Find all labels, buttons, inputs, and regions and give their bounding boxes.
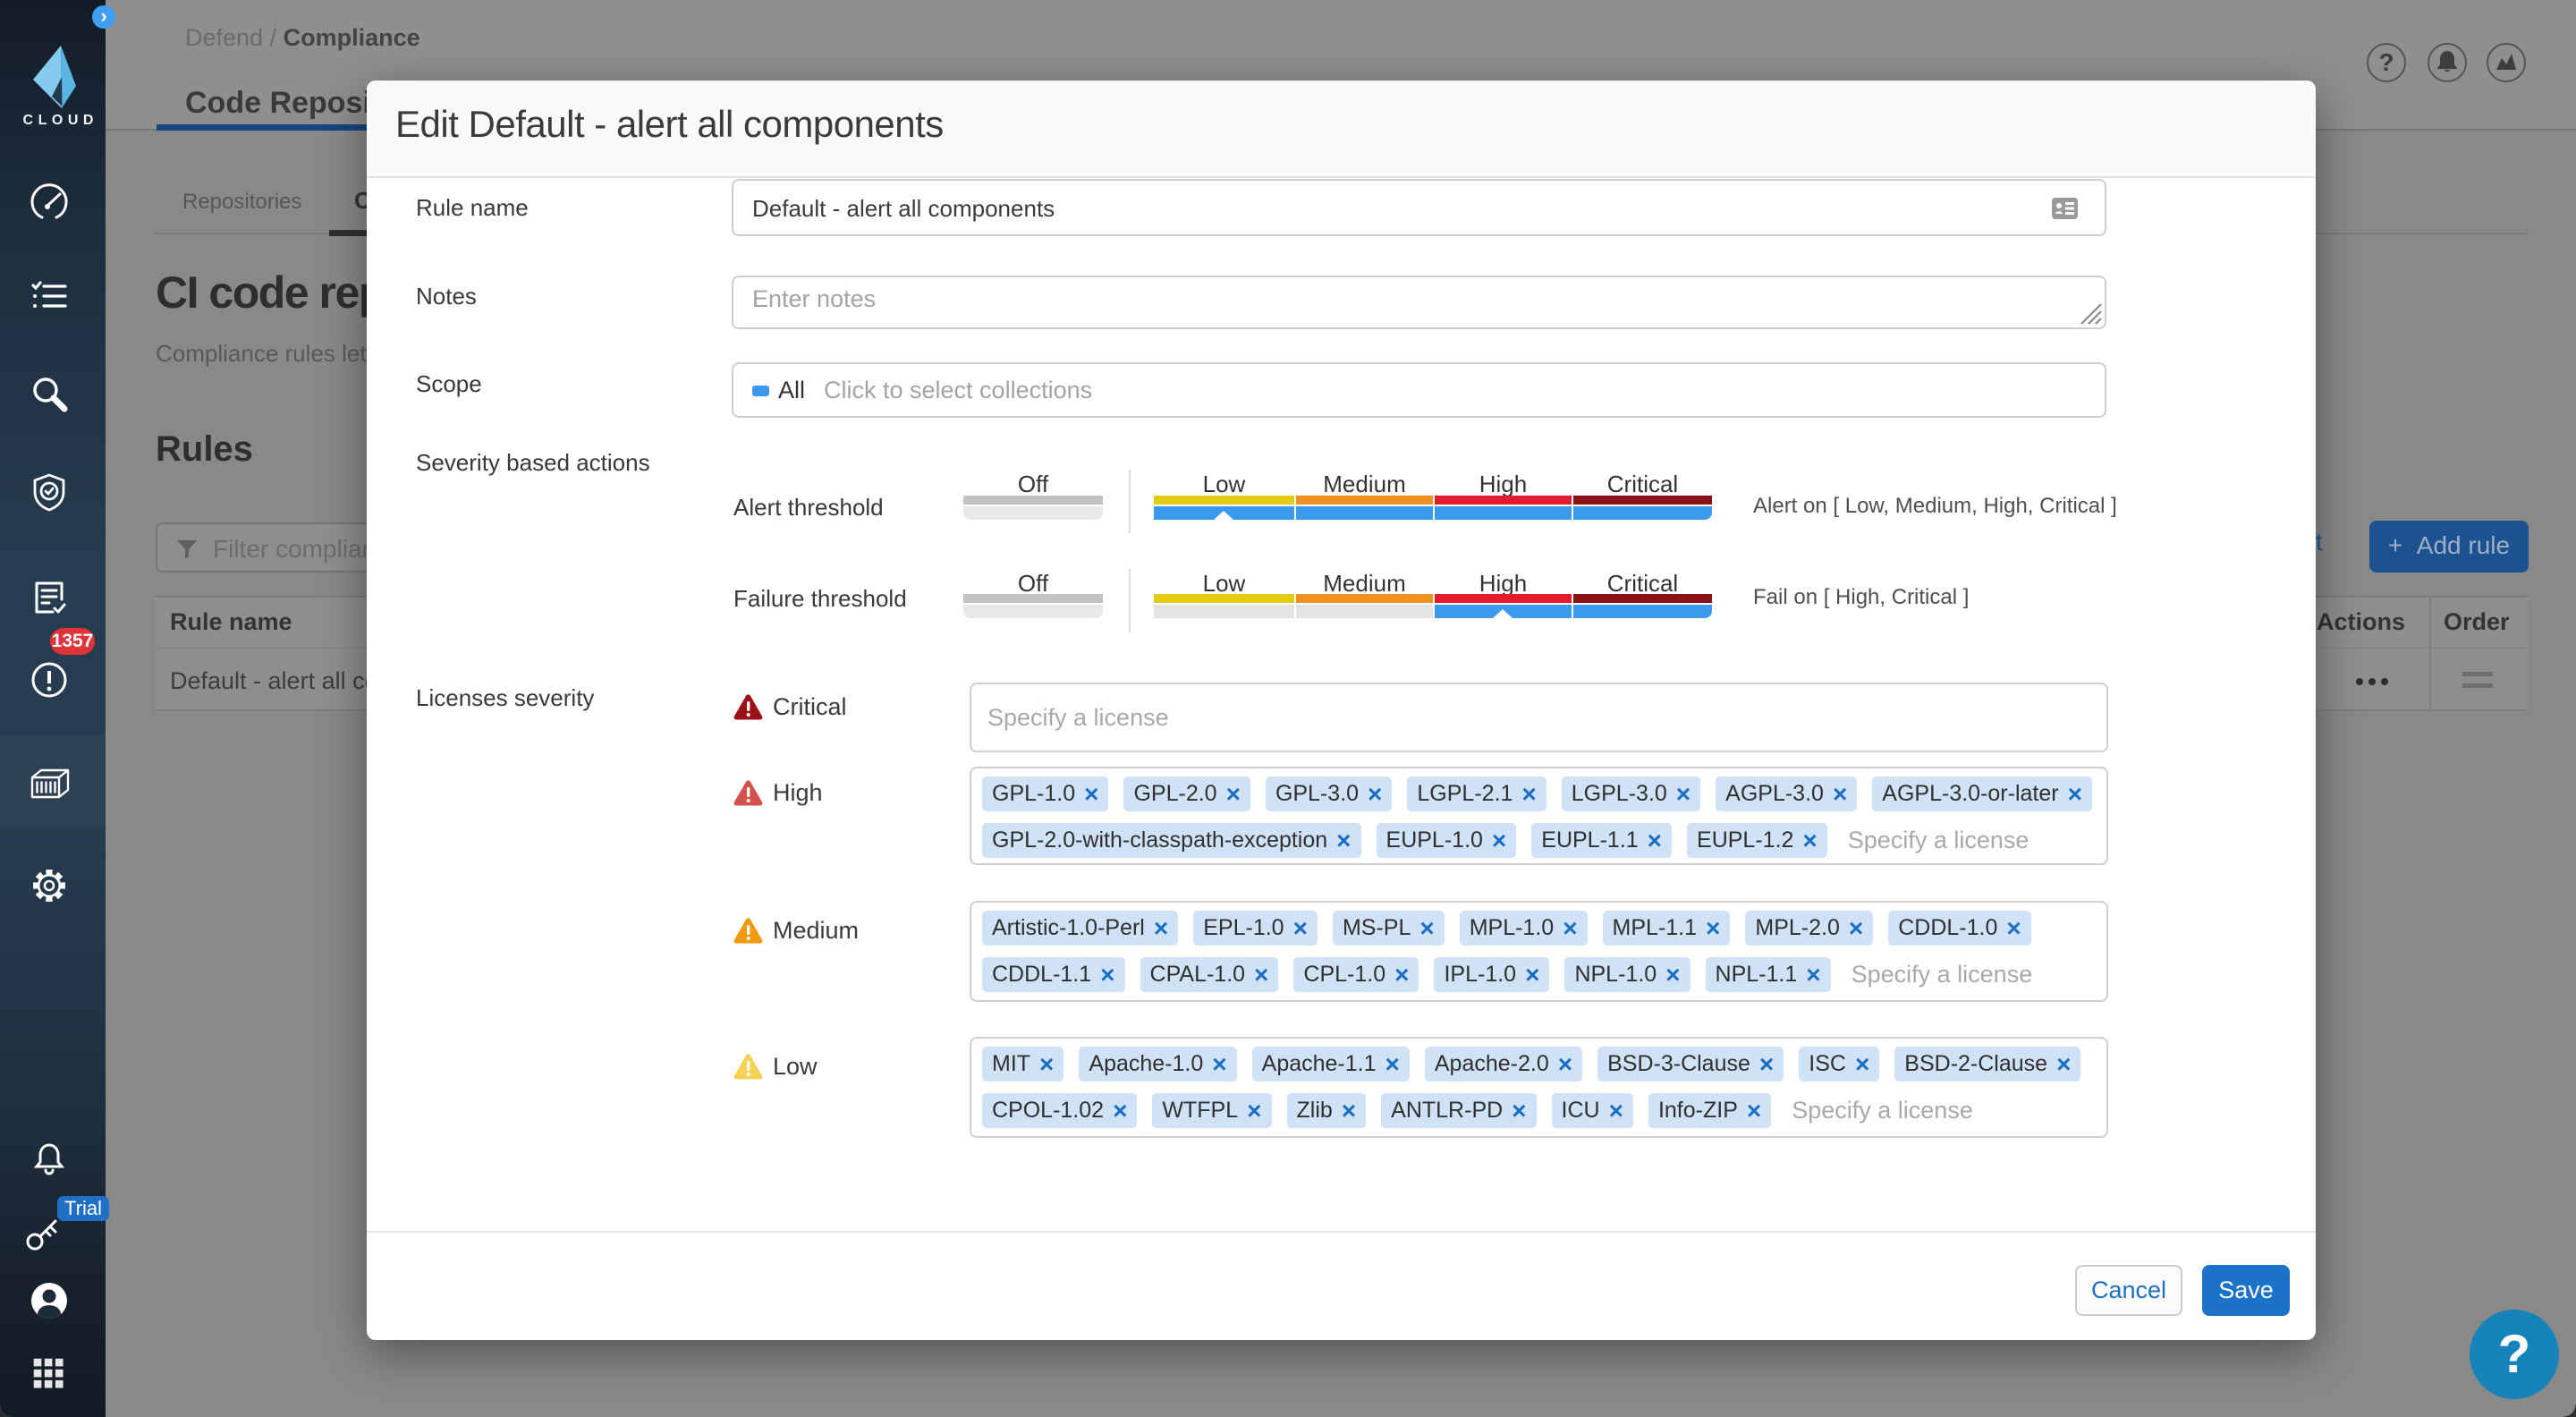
- svg-text:?: ?: [2378, 48, 2394, 76]
